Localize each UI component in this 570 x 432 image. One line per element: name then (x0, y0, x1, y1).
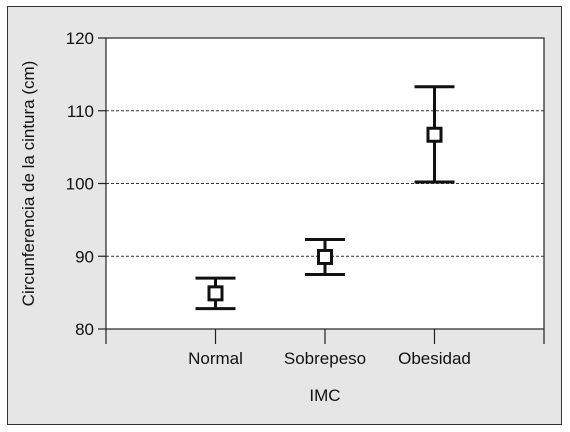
x-category-label-normal: Normal (188, 349, 243, 368)
x-category-label-obesidad: Obesidad (398, 349, 471, 368)
y-tick-label-80: 80 (75, 320, 94, 339)
y-tick-label-100: 100 (66, 175, 94, 194)
error-bar-chart: 80 90 100 110 120 Normal Sobrepeso Obesidad IMC C… (19, 29, 545, 405)
y-tick-label-110: 110 (67, 102, 94, 121)
x-category-label-sobrepeso: Sobrepeso (284, 349, 366, 368)
chart-frame: 80 90 100 110 120 Normal Sobrepeso Obesidad IMC C… (7, 6, 562, 425)
mean-marker-sobrepeso (317, 248, 333, 265)
mean-marker-obesidad (426, 126, 443, 143)
y-tick-label-120: 120 (66, 29, 94, 48)
y-tick-label-90: 90 (75, 247, 94, 266)
x-axis-title: IMC (309, 386, 340, 405)
mean-marker-normal (207, 285, 224, 302)
y-axis-title: Circunferencia de la cintura (cm) (19, 61, 38, 307)
